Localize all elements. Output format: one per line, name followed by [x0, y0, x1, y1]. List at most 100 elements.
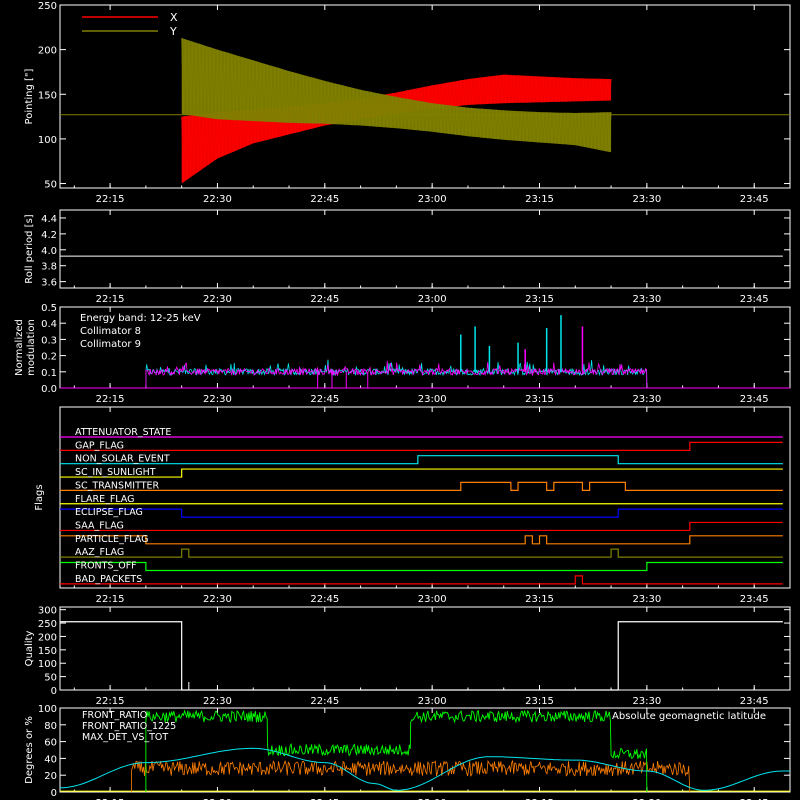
pointing-xtick-label: 23:30: [632, 194, 661, 205]
modulation-xtick-label: 23:30: [632, 394, 661, 405]
pointing-ylabel: Pointing ["]: [24, 68, 35, 124]
quality-ytick-label: 200: [38, 632, 57, 643]
ratios-xtick-label: 23:45: [740, 798, 769, 800]
chart-panels: 22:15 22:30 22:45 23:00 23:15 23:30 23:45 50 100…: [14, 1, 791, 800]
modulation-xtick-label: 22:30: [203, 394, 232, 405]
modulation-ylabel-line2: modulation: [26, 319, 37, 376]
modulation-ytick-label: 0.5: [41, 303, 57, 314]
flags-xtick-label: 23:45: [740, 594, 769, 605]
pointing-series-X-band: [181, 74, 612, 184]
ratios-front-ratio-1225: [145, 709, 648, 793]
roll-ytick-label: 4.4: [41, 214, 57, 225]
ratios-ylabel: Degrees or %: [24, 716, 35, 784]
flag-line-particle_flag: [60, 535, 783, 545]
flag-label-non_solar_event: NON_SOLAR_EVENT: [75, 454, 170, 465]
pointing-xtick-label: 22:45: [310, 194, 339, 205]
pointing-xtick-label: 23:45: [740, 194, 769, 205]
flag-label-saa_flag: SAA_FLAG: [75, 520, 124, 531]
modulation-xtick-label: 22:45: [310, 394, 339, 405]
roll-xtick-label: 23:30: [632, 294, 661, 305]
pointing-axes: 22:15 22:30 22:45 23:00 23:15 23:30 23:45: [59, 4, 791, 205]
flag-label-bad_packets: BAD_PACKETS: [75, 574, 142, 585]
modulation-xtick-label: 23:00: [418, 394, 447, 405]
ratios-ytick-label: 80: [44, 721, 57, 732]
flags-xtick-label: 22:30: [203, 594, 232, 605]
pointing-ytick-label: 50: [44, 180, 57, 191]
modulation-ytick-label: 0.2: [41, 352, 57, 363]
modulation-legend-c8: Collimator 8: [80, 326, 141, 337]
ratios-ytick-label: 20: [44, 771, 57, 782]
pointing-ytick-label: 100: [38, 135, 57, 146]
flag-line-sc_transmitter: [60, 481, 783, 491]
flag-label-sc_in_sunlight: SC_IN_SUNLIGHT: [75, 467, 156, 478]
flag-label-particle_flag: PARTICLE_FLAG: [75, 534, 148, 545]
roll-ytick-label: 4.0: [41, 246, 57, 257]
modulation-legend-c9: Collimator 9: [80, 339, 141, 350]
flag-line-fronts_off: [60, 561, 783, 572]
quality-ytick-label: 250: [38, 619, 57, 630]
ratios-ytick-label: 60: [44, 738, 57, 749]
quality-series-line: [60, 621, 783, 691]
roll-ytick-label: 4.2: [41, 230, 57, 241]
ratios-xtick-label: 23:30: [632, 798, 661, 800]
modulation-ytick-label: 0.3: [41, 335, 57, 346]
flag-line-saa_flag: [60, 521, 783, 532]
modulation-ytick-label: 0.0: [41, 384, 57, 395]
ratios-xtick-label: 22:45: [310, 798, 339, 800]
quality-xtick-label: 22:45: [310, 696, 339, 707]
ratios-legend-latitude: Absolute geomagnetic latitude: [612, 711, 766, 722]
ratios-frame: [59, 707, 791, 793]
roll-frame: [59, 209, 791, 289]
flags-xtick-label: 23:00: [418, 594, 447, 605]
modulation-series-1: [145, 360, 648, 389]
flag-line-aaz_flag: [60, 548, 783, 558]
pointing-xtick-label: 23:15: [525, 194, 554, 205]
roll-xtick-label: 22:30: [203, 294, 232, 305]
pointing-legend-label-Y: Y: [169, 25, 177, 38]
quality-xtick-label: 22:15: [96, 696, 125, 707]
flag-line-non_solar_event: [60, 455, 783, 465]
modulation-axes: 22:15 22:30 22:45 23:00 23:15 23:30 23:45: [59, 306, 791, 405]
roll-xtick-label: 23:45: [740, 294, 769, 305]
pointing-frame: [59, 4, 791, 189]
quality-xtick-label: 23:45: [740, 696, 769, 707]
pointing-series-Y-line: [181, 37, 612, 152]
flags-frame: [59, 406, 791, 589]
flag-label-sc_transmitter: SC_TRANSMITTER: [75, 480, 160, 491]
roll-xtick-label: 22:45: [310, 294, 339, 305]
ratios-xtick-label: 23:15: [525, 798, 554, 800]
quality-ytick-label: 150: [38, 646, 57, 657]
quality-ytick-label: 100: [38, 659, 57, 670]
quality-axes: 22:15 22:30 22:45 23:00 23:15 23:30 23:45: [59, 606, 791, 707]
flag-line-gap_flag: [60, 441, 783, 451]
roll-axes: 22:15 22:30 22:45 23:00 23:15 23:30 23:45: [59, 209, 791, 305]
flags-xtick-label: 22:45: [310, 594, 339, 605]
ratios-ytick-label: 40: [44, 754, 57, 765]
quality-ytick-label: 0: [51, 686, 57, 697]
roll-ylabel: Roll period [s]: [24, 214, 35, 283]
quality-xtick-label: 23:15: [525, 696, 554, 707]
modulation-legend-energy: Energy band: 12-25 keV: [80, 313, 201, 324]
ratios-axes: 22:15 22:30 22:45 23:00 23:15 23:30 23:45: [59, 707, 791, 800]
flag-label-aaz_flag: AAZ_FLAG: [75, 547, 124, 558]
pointing-legend-label-X: X: [170, 11, 178, 24]
pointing-xtick-label: 23:00: [418, 194, 447, 205]
quality-ytick-label: 50: [44, 673, 57, 684]
ratios-legend-max-det: MAX_DET_VS_TOT: [82, 732, 168, 743]
modulation-ytick-label: 0.4: [41, 319, 57, 330]
pointing-ytick-label: 250: [38, 1, 57, 12]
flag-line-eclipse_flag: [60, 508, 783, 518]
ratios-xtick-label: 22:30: [203, 798, 232, 800]
pointing-ytick-label: 200: [38, 46, 57, 57]
pointing-xtick-label: 22:15: [96, 194, 125, 205]
flags-ylabel: Flags: [34, 484, 45, 510]
flag-label-gap_flag: GAP_FLAG: [75, 440, 124, 451]
flags-xtick-label: 23:15: [525, 594, 554, 605]
ratios-ytick-label: 100: [38, 704, 57, 715]
modulation-ylabel-line1: Normalized: [14, 319, 25, 376]
roll-xtick-label: 23:15: [525, 294, 554, 305]
pointing-xtick-label: 22:30: [203, 194, 232, 205]
flags-xtick-label: 23:30: [632, 594, 661, 605]
roll-xtick-label: 23:00: [418, 294, 447, 305]
